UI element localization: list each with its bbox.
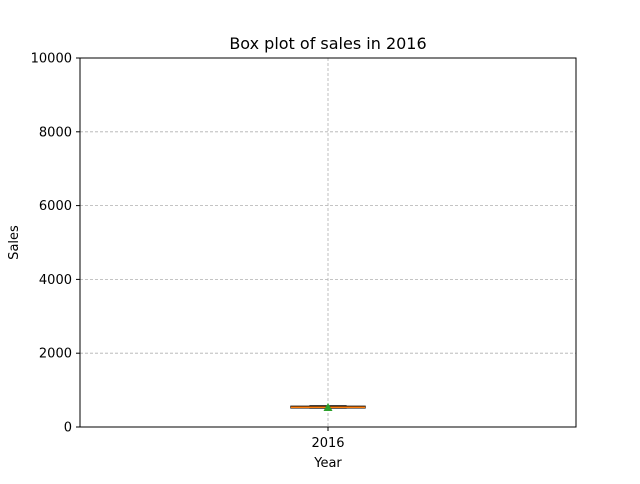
y-tick-label: 10000	[31, 52, 72, 67]
y-tick-label: 2000	[39, 347, 72, 362]
x-axis-label: Year	[313, 456, 342, 471]
y-tick-label: 8000	[39, 125, 72, 140]
y-axis-label: Sales	[7, 225, 22, 260]
grid-layer	[80, 58, 576, 427]
y-tick-label: 0	[64, 421, 72, 436]
mean-marker	[323, 402, 333, 412]
tick-layer: 0 2000 4000 6000 8000 10000 2016	[31, 52, 345, 452]
chart-title: Box plot of sales in 2016	[229, 34, 426, 53]
y-tick-label: 4000	[39, 273, 72, 288]
x-tick-label: 2016	[311, 436, 344, 451]
box-layer	[290, 402, 366, 412]
y-tick-label: 6000	[39, 199, 72, 214]
